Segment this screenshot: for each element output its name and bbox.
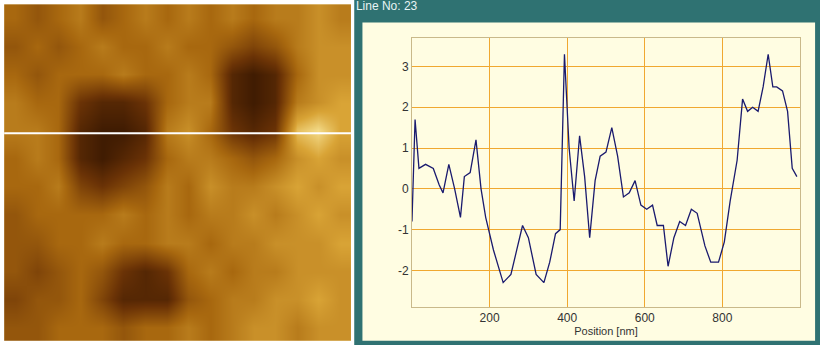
svg-text:800: 800 [712, 311, 732, 325]
svg-text:-2: -2 [398, 264, 409, 278]
svg-text:600: 600 [635, 311, 655, 325]
svg-text:1: 1 [402, 141, 409, 155]
svg-text:Position [nm]: Position [nm] [574, 325, 638, 337]
svg-text:-1: -1 [398, 223, 409, 237]
svg-text:400: 400 [557, 311, 577, 325]
svg-text:0: 0 [402, 182, 409, 196]
svg-text:3: 3 [402, 60, 409, 74]
svg-text:200: 200 [480, 311, 500, 325]
svg-text:Line No: 23: Line No: 23 [356, 0, 418, 13]
svg-text:2: 2 [402, 100, 409, 114]
